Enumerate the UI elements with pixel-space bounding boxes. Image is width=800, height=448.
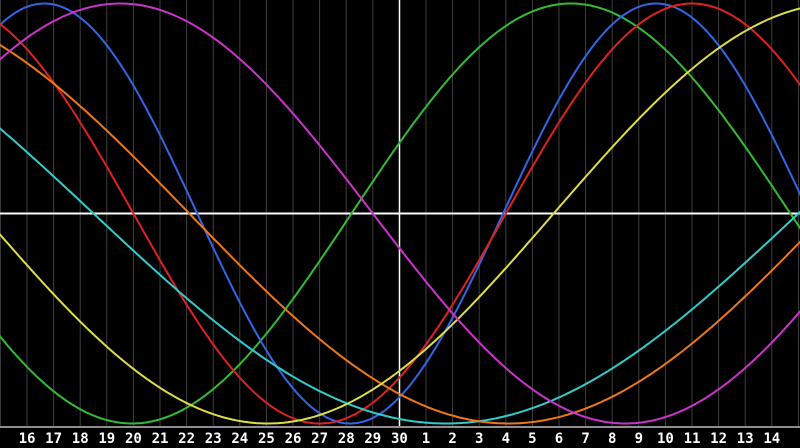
day-label: 11 (684, 431, 701, 447)
day-label: 28 (338, 431, 355, 447)
curve-cycle-53-day-cyan (0, 127, 800, 425)
day-label: 23 (205, 431, 222, 447)
curve-cycle-33-day-green (0, 2, 800, 425)
day-label: 3 (475, 431, 483, 447)
day-label: 9 (635, 431, 643, 447)
curve-cycle-38-day-magenta (0, 2, 800, 425)
day-label: 1 (422, 431, 430, 447)
day-label: 30 (391, 431, 408, 447)
day-label: 27 (311, 431, 328, 447)
day-label: 8 (608, 431, 616, 447)
day-label: 4 (502, 431, 510, 447)
day-label: 12 (710, 431, 727, 447)
day-label: 13 (737, 431, 754, 447)
day-label: 7 (581, 431, 589, 447)
day-label: 5 (528, 431, 536, 447)
day-label: 18 (72, 431, 89, 447)
day-label: 6 (555, 431, 563, 447)
day-label: 19 (98, 431, 115, 447)
curve-cycle-43-day-yellow (0, 7, 800, 425)
day-label: 20 (125, 431, 142, 447)
day-label: 22 (178, 431, 195, 447)
day-label: 21 (152, 431, 169, 447)
curve-cycle-28-day-red (0, 2, 800, 425)
day-label: 16 (19, 431, 36, 447)
day-label: 26 (285, 431, 302, 447)
day-label: 10 (657, 431, 674, 447)
curve-cycle-23-day-blue (0, 2, 800, 425)
x-axis-bar (0, 426, 800, 428)
day-label: 2 (448, 431, 456, 447)
curve-cycle-48-day-orange (0, 43, 800, 425)
day-label: 17 (45, 431, 62, 447)
day-label: 24 (231, 431, 248, 447)
day-label: 14 (763, 431, 780, 447)
day-label: 25 (258, 431, 275, 447)
day-label: 29 (364, 431, 381, 447)
